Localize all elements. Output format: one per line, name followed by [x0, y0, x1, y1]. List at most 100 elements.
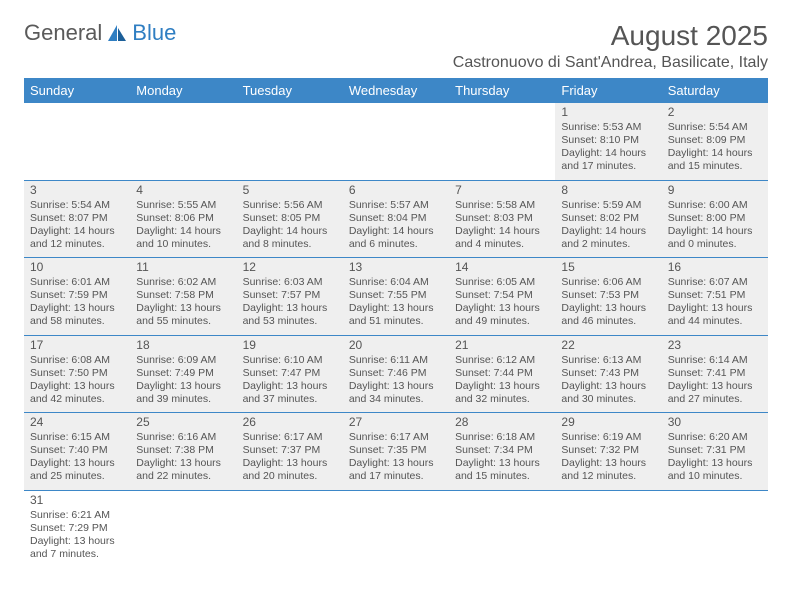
- daylight-text: Daylight: 13 hours and 12 minutes.: [561, 457, 655, 483]
- logo-text-a: General: [24, 20, 102, 46]
- calendar-cell: 8Sunrise: 5:59 AMSunset: 8:02 PMDaylight…: [555, 180, 661, 258]
- day-number: 23: [668, 338, 762, 353]
- daylight-text: Daylight: 14 hours and 6 minutes.: [349, 225, 443, 251]
- calendar-row: 1Sunrise: 5:53 AMSunset: 8:10 PM Daylight…: [24, 103, 768, 180]
- day-number: 13: [349, 260, 443, 275]
- sunset-text: Sunset: 8:04 PM: [349, 212, 443, 225]
- calendar-cell: 31Sunrise: 6:21 AMSunset: 7:29 PMDayligh…: [24, 490, 130, 567]
- weekday-header: Saturday: [662, 78, 768, 103]
- daylight-text: Daylight: 13 hours and 39 minutes.: [136, 380, 230, 406]
- calendar-cell: [237, 103, 343, 180]
- sunset-text: Sunset: 7:29 PM: [30, 522, 124, 535]
- sunrise-text: Sunrise: 6:17 AM: [349, 431, 443, 444]
- calendar-row: 10Sunrise: 6:01 AMSunset: 7:59 PMDayligh…: [24, 258, 768, 336]
- day-number: 25: [136, 415, 230, 430]
- calendar-cell: 11Sunrise: 6:02 AMSunset: 7:58 PMDayligh…: [130, 258, 236, 336]
- calendar-cell: 5Sunrise: 5:56 AMSunset: 8:05 PMDaylight…: [237, 180, 343, 258]
- sunset-text: Sunset: 7:47 PM: [243, 367, 337, 380]
- daylight-text: Daylight: 13 hours and 27 minutes.: [668, 380, 762, 406]
- weekday-header: Friday: [555, 78, 661, 103]
- day-number: 26: [243, 415, 337, 430]
- calendar-cell: [449, 103, 555, 180]
- sunrise-text: Sunrise: 6:05 AM: [455, 276, 549, 289]
- calendar-body: 1Sunrise: 5:53 AMSunset: 8:10 PM Daylight…: [24, 103, 768, 567]
- day-number: 20: [349, 338, 443, 353]
- calendar-cell: [237, 490, 343, 567]
- day-number: 24: [30, 415, 124, 430]
- daylight-text: Daylight: 13 hours and 53 minutes.: [243, 302, 337, 328]
- sunset-text: Sunset: 8:10 PM: [561, 134, 655, 147]
- daylight-text: Daylight: 13 hours and 37 minutes.: [243, 380, 337, 406]
- calendar-cell: [130, 490, 236, 567]
- sunrise-text: Sunrise: 6:12 AM: [455, 354, 549, 367]
- daylight-text: Daylight: 13 hours and 22 minutes.: [136, 457, 230, 483]
- calendar-cell: 16Sunrise: 6:07 AMSunset: 7:51 PMDayligh…: [662, 258, 768, 336]
- sunset-text: Sunset: 7:51 PM: [668, 289, 762, 302]
- calendar-cell: 24Sunrise: 6:15 AMSunset: 7:40 PMDayligh…: [24, 413, 130, 491]
- sunset-text: Sunset: 7:38 PM: [136, 444, 230, 457]
- sunset-text: Sunset: 7:40 PM: [30, 444, 124, 457]
- day-number: 4: [136, 183, 230, 198]
- sunrise-text: Sunrise: 5:57 AM: [349, 199, 443, 212]
- daylight-text: Daylight: 13 hours and 7 minutes.: [30, 535, 124, 561]
- daylight-text: Daylight: 13 hours and 17 minutes.: [349, 457, 443, 483]
- day-number: 28: [455, 415, 549, 430]
- sunset-text: Sunset: 7:57 PM: [243, 289, 337, 302]
- calendar-cell: [343, 103, 449, 180]
- sunrise-text: Sunrise: 6:17 AM: [243, 431, 337, 444]
- sunset-text: Sunset: 7:50 PM: [30, 367, 124, 380]
- daylight-text: Daylight: 13 hours and 15 minutes.: [455, 457, 549, 483]
- day-number: 22: [561, 338, 655, 353]
- calendar-cell: 21Sunrise: 6:12 AMSunset: 7:44 PMDayligh…: [449, 335, 555, 413]
- day-number: 27: [349, 415, 443, 430]
- calendar-cell: 3Sunrise: 5:54 AMSunset: 8:07 PMDaylight…: [24, 180, 130, 258]
- weekday-header: Wednesday: [343, 78, 449, 103]
- calendar-cell: 26Sunrise: 6:17 AMSunset: 7:37 PMDayligh…: [237, 413, 343, 491]
- calendar-row: 31Sunrise: 6:21 AMSunset: 7:29 PMDayligh…: [24, 490, 768, 567]
- daylight-text: Daylight: 13 hours and 25 minutes.: [30, 457, 124, 483]
- calendar-cell: 19Sunrise: 6:10 AMSunset: 7:47 PMDayligh…: [237, 335, 343, 413]
- daylight-text: Daylight: 14 hours and 10 minutes.: [136, 225, 230, 251]
- calendar-cell: [449, 490, 555, 567]
- sunset-text: Sunset: 7:41 PM: [668, 367, 762, 380]
- weekday-header: Tuesday: [237, 78, 343, 103]
- calendar-cell: 17Sunrise: 6:08 AMSunset: 7:50 PMDayligh…: [24, 335, 130, 413]
- sunrise-text: Sunrise: 6:09 AM: [136, 354, 230, 367]
- day-number: 18: [136, 338, 230, 353]
- daylight-text: Daylight: 14 hours and 15 minutes.: [668, 147, 762, 173]
- sunset-text: Sunset: 7:58 PM: [136, 289, 230, 302]
- day-number: 21: [455, 338, 549, 353]
- header: General Blue August 2025 Castronuovo di …: [24, 20, 768, 72]
- sunrise-text: Sunrise: 6:10 AM: [243, 354, 337, 367]
- calendar-cell: 28Sunrise: 6:18 AMSunset: 7:34 PMDayligh…: [449, 413, 555, 491]
- calendar-cell: 1Sunrise: 5:53 AMSunset: 8:10 PMDaylight…: [555, 103, 661, 180]
- day-number: 6: [349, 183, 443, 198]
- sunrise-text: Sunrise: 6:06 AM: [561, 276, 655, 289]
- sunset-text: Sunset: 7:34 PM: [455, 444, 549, 457]
- daylight-text: Daylight: 13 hours and 10 minutes.: [668, 457, 762, 483]
- weekday-header: Sunday: [24, 78, 130, 103]
- calendar-cell: [24, 103, 130, 180]
- daylight-text: Daylight: 13 hours and 30 minutes.: [561, 380, 655, 406]
- sunrise-text: Sunrise: 6:20 AM: [668, 431, 762, 444]
- sunrise-text: Sunrise: 5:53 AM: [561, 121, 655, 134]
- sunset-text: Sunset: 8:09 PM: [668, 134, 762, 147]
- sunrise-text: Sunrise: 5:56 AM: [243, 199, 337, 212]
- sunrise-text: Sunrise: 6:04 AM: [349, 276, 443, 289]
- calendar-cell: 18Sunrise: 6:09 AMSunset: 7:49 PMDayligh…: [130, 335, 236, 413]
- calendar-cell: 6Sunrise: 5:57 AMSunset: 8:04 PMDaylight…: [343, 180, 449, 258]
- calendar-cell: 15Sunrise: 6:06 AMSunset: 7:53 PMDayligh…: [555, 258, 661, 336]
- day-number: 3: [30, 183, 124, 198]
- sunset-text: Sunset: 8:07 PM: [30, 212, 124, 225]
- sunset-text: Sunset: 8:05 PM: [243, 212, 337, 225]
- title-block: August 2025 Castronuovo di Sant'Andrea, …: [453, 20, 768, 72]
- daylight-text: Daylight: 13 hours and 55 minutes.: [136, 302, 230, 328]
- day-number: 8: [561, 183, 655, 198]
- day-number: 14: [455, 260, 549, 275]
- day-number: 5: [243, 183, 337, 198]
- calendar-cell: 4Sunrise: 5:55 AMSunset: 8:06 PMDaylight…: [130, 180, 236, 258]
- calendar-row: 3Sunrise: 5:54 AMSunset: 8:07 PMDaylight…: [24, 180, 768, 258]
- sunrise-text: Sunrise: 6:01 AM: [30, 276, 124, 289]
- sunrise-text: Sunrise: 6:13 AM: [561, 354, 655, 367]
- day-number: 1: [561, 105, 655, 120]
